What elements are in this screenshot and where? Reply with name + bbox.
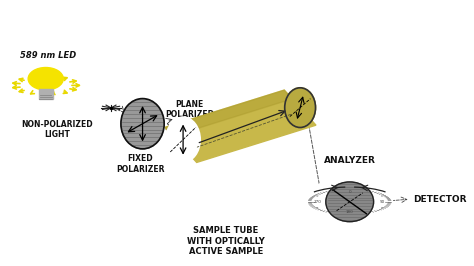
Text: FIXED
POLARIZER: FIXED POLARIZER (116, 154, 164, 174)
Polygon shape (165, 90, 316, 163)
FancyBboxPatch shape (38, 89, 53, 99)
Ellipse shape (121, 99, 164, 149)
Text: PLANE
POLARIZED
LIGHT: PLANE POLARIZED LIGHT (165, 100, 214, 130)
Text: 90: 90 (380, 200, 385, 204)
Ellipse shape (166, 117, 200, 162)
Text: DETECTOR: DETECTOR (413, 195, 466, 204)
Text: 0: 0 (348, 190, 351, 194)
Text: 270: 270 (313, 200, 321, 204)
Circle shape (307, 177, 392, 227)
Text: SAMPLE TUBE
WITH OPTICALLY
ACTIVE SAMPLE: SAMPLE TUBE WITH OPTICALLY ACTIVE SAMPLE (187, 226, 265, 256)
Ellipse shape (165, 125, 196, 165)
Text: 180: 180 (346, 210, 354, 214)
Text: 589 nm LED: 589 nm LED (20, 51, 76, 60)
Ellipse shape (28, 68, 64, 90)
Text: ANALYZER: ANALYZER (324, 156, 375, 165)
Ellipse shape (285, 88, 316, 127)
Polygon shape (165, 90, 292, 136)
Ellipse shape (326, 182, 374, 222)
Text: NON-POLARIZED
LIGHT: NON-POLARIZED LIGHT (21, 120, 93, 139)
